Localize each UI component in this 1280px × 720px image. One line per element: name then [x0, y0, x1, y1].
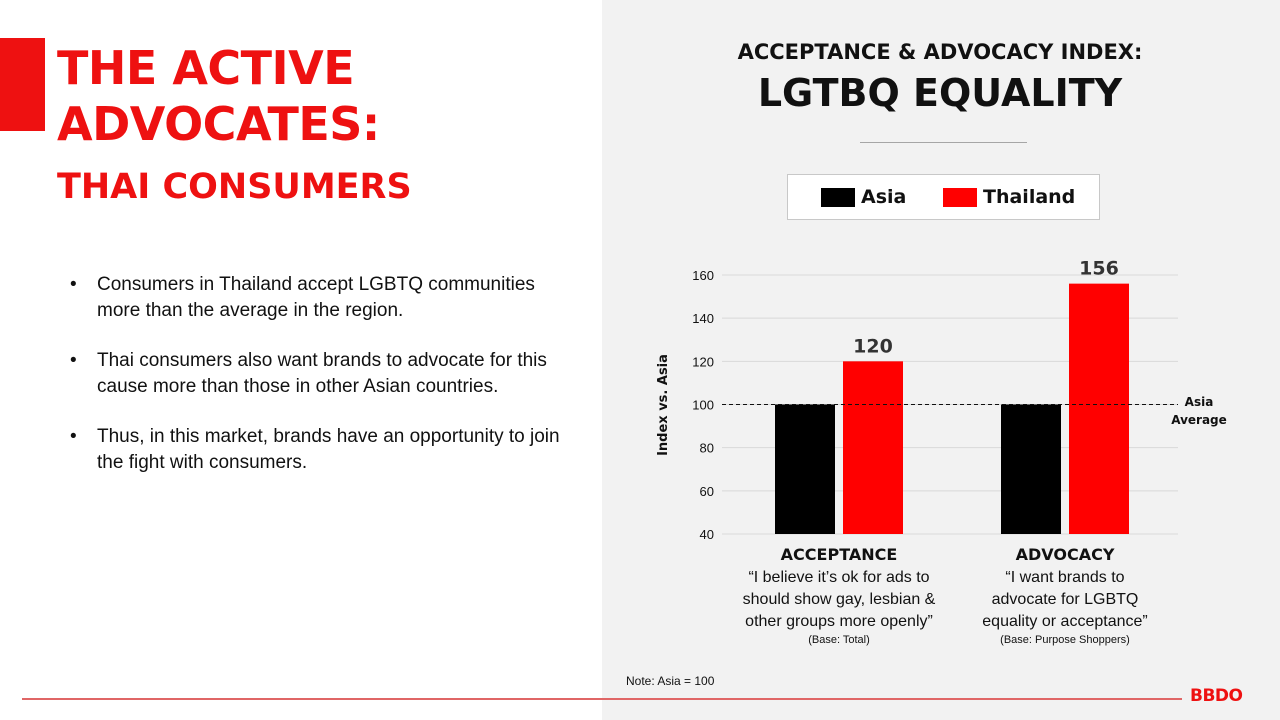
bar-thailand-advocacy	[1069, 283, 1129, 534]
slide-subtitle: THAI CONSUMERS	[57, 167, 412, 207]
y-axis-label: Index vs. Asia	[656, 354, 671, 456]
y-tick-label: 60	[700, 484, 714, 499]
chart-panel-background	[602, 0, 1280, 720]
bar-asia-acceptance	[775, 404, 835, 534]
footer-divider	[22, 698, 1182, 700]
bullet-list: • Consumers in Thailand accept LGBTQ comm…	[70, 272, 570, 500]
bar-thailand-acceptance	[843, 361, 903, 534]
y-tick-label: 80	[700, 441, 714, 456]
category-description: “I want brands to	[1005, 569, 1124, 586]
category-description: should show gay, lesbian &	[743, 591, 936, 608]
bar-asia-advocacy	[1001, 404, 1061, 534]
y-tick-label: 160	[692, 268, 714, 283]
y-tick-label: 40	[700, 527, 714, 542]
slide-title-line-2: ADVOCATES:	[57, 97, 380, 151]
bullet-item: • Consumers in Thailand accept LGBTQ comm…	[70, 272, 570, 324]
category-label: ACCEPTANCE	[781, 545, 898, 564]
chart-title: ACCEPTANCE & ADVOCACY INDEX:	[737, 40, 1143, 64]
y-tick-label: 140	[692, 311, 714, 326]
bullet-text: Thai consumers also want brands to advoc…	[97, 350, 547, 397]
category-description: advocate for LGBTQ	[992, 591, 1139, 608]
bullet-text: Thus, in this market, brands have an opp…	[97, 426, 560, 473]
slide-title-line-1: THE ACTIVE	[57, 41, 355, 95]
category-base: (Base: Total)	[808, 634, 870, 646]
bullet-text: Consumers in Thailand accept LGBTQ commu…	[97, 274, 535, 321]
reference-line-label: Asia	[1185, 395, 1214, 409]
category-description: equality or acceptance”	[982, 613, 1147, 630]
legend-swatch-asia	[821, 187, 855, 207]
legend-item-thailand: Thailand	[943, 175, 1075, 219]
y-tick-label: 120	[692, 354, 714, 369]
footnote: Note: Asia = 100	[626, 674, 715, 688]
category-description: “I believe it’s ok for ads to	[748, 569, 929, 586]
bullet-item: • Thai consumers also want brands to advo…	[70, 348, 570, 400]
data-label: 120	[853, 335, 893, 357]
category-description: other groups more openly”	[745, 613, 933, 630]
brand-logo: BBDO	[1190, 686, 1243, 706]
accent-block	[0, 38, 45, 131]
category-base: (Base: Purpose Shoppers)	[1000, 634, 1130, 646]
reference-line-label: Average	[1171, 413, 1227, 427]
y-tick-label: 100	[692, 398, 714, 413]
chart-legend: Asia Thailand	[787, 174, 1100, 220]
legend-item-asia: Asia	[821, 175, 906, 219]
data-label: 156	[1079, 258, 1119, 280]
legend-label-thailand: Thailand	[983, 186, 1076, 208]
slide-title: THE ACTIVE ADVOCATES:	[57, 40, 380, 152]
chart-subtitle: LGTBQ EQUALITY	[757, 71, 1123, 115]
bullet-symbol: •	[70, 274, 77, 295]
legend-swatch-thailand	[943, 187, 977, 207]
legend-label-asia: Asia	[861, 186, 907, 208]
category-label: ADVOCACY	[1016, 545, 1115, 564]
title-divider	[860, 142, 1027, 143]
bullet-symbol: •	[70, 350, 77, 371]
bullet-item: • Thus, in this market, brands have an op…	[70, 424, 570, 476]
bullet-symbol: •	[70, 426, 77, 447]
